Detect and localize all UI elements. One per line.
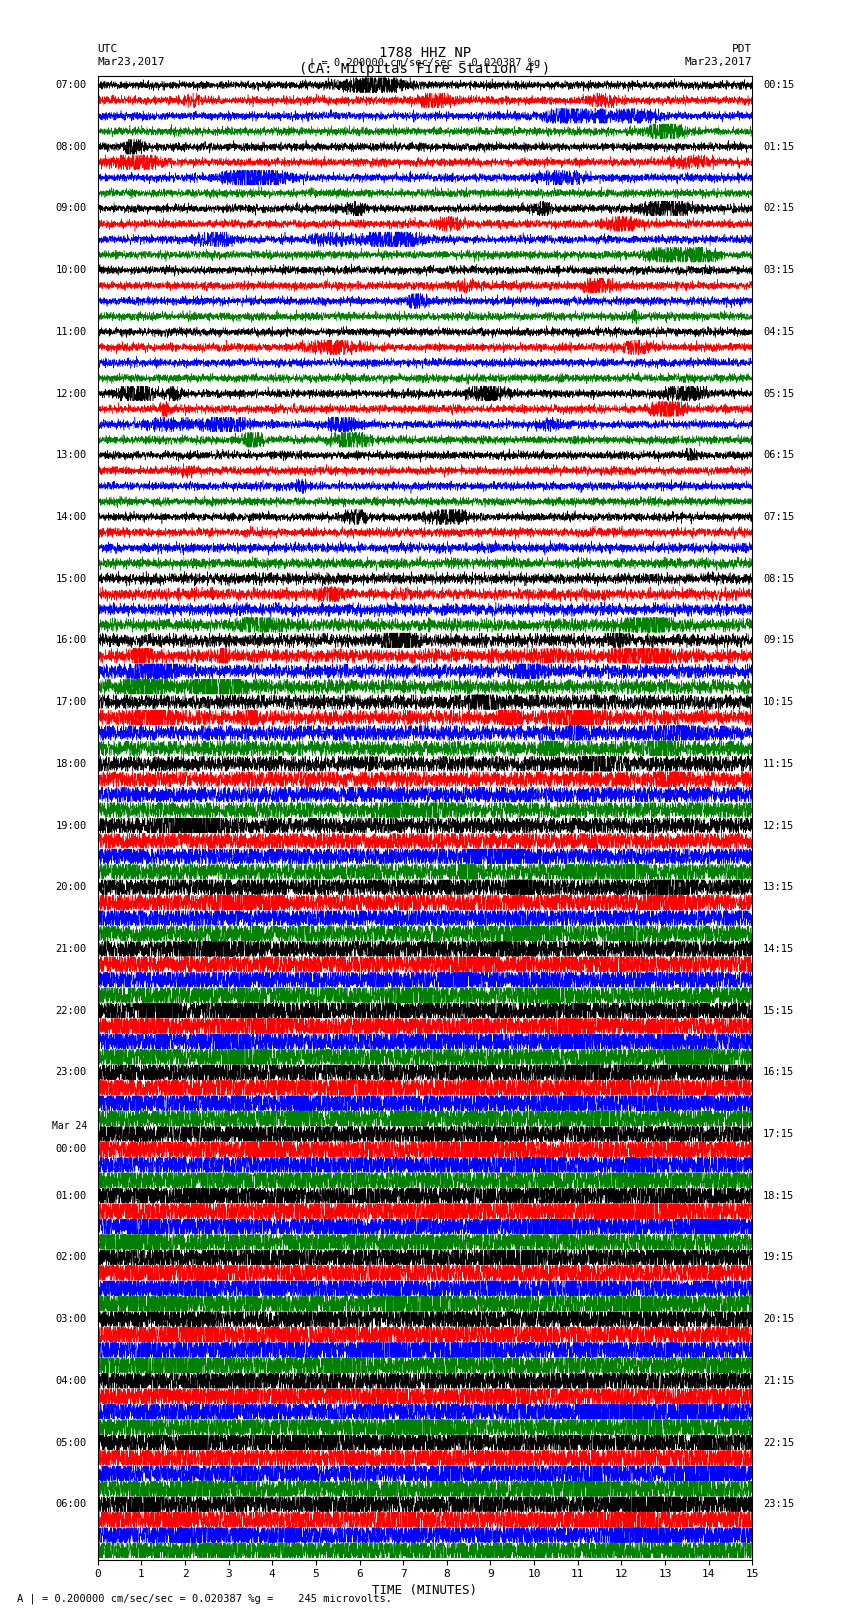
Text: 20:00: 20:00 — [55, 882, 87, 892]
Text: 20:15: 20:15 — [763, 1315, 795, 1324]
Text: 10:15: 10:15 — [763, 697, 795, 706]
Text: 06:15: 06:15 — [763, 450, 795, 460]
Text: 17:15: 17:15 — [763, 1129, 795, 1139]
Text: 18:15: 18:15 — [763, 1190, 795, 1200]
Text: 04:15: 04:15 — [763, 327, 795, 337]
Text: 03:00: 03:00 — [55, 1315, 87, 1324]
Text: 22:15: 22:15 — [763, 1437, 795, 1447]
Text: 22:00: 22:00 — [55, 1005, 87, 1016]
Text: 05:15: 05:15 — [763, 389, 795, 398]
Text: 21:15: 21:15 — [763, 1376, 795, 1386]
Text: 09:15: 09:15 — [763, 636, 795, 645]
Text: 11:00: 11:00 — [55, 327, 87, 337]
Text: 13:15: 13:15 — [763, 882, 795, 892]
Text: 08:00: 08:00 — [55, 142, 87, 152]
Text: 12:15: 12:15 — [763, 821, 795, 831]
Text: 07:15: 07:15 — [763, 511, 795, 523]
Text: 07:00: 07:00 — [55, 81, 87, 90]
Text: 04:00: 04:00 — [55, 1376, 87, 1386]
Text: 16:00: 16:00 — [55, 636, 87, 645]
Text: 05:00: 05:00 — [55, 1437, 87, 1447]
Text: 14:15: 14:15 — [763, 944, 795, 953]
Text: 23:15: 23:15 — [763, 1498, 795, 1510]
Text: 02:00: 02:00 — [55, 1252, 87, 1263]
Text: 14:00: 14:00 — [55, 511, 87, 523]
Text: 10:00: 10:00 — [55, 265, 87, 276]
Text: Mar 24: Mar 24 — [52, 1121, 87, 1131]
Text: 01:15: 01:15 — [763, 142, 795, 152]
Text: 13:00: 13:00 — [55, 450, 87, 460]
Text: Mar23,2017: Mar23,2017 — [98, 56, 165, 66]
Text: 08:15: 08:15 — [763, 574, 795, 584]
Text: 03:15: 03:15 — [763, 265, 795, 276]
Text: A | = 0.200000 cm/sec/sec = 0.020387 %g =    245 microvolts.: A | = 0.200000 cm/sec/sec = 0.020387 %g … — [17, 1594, 392, 1605]
Text: 01:00: 01:00 — [55, 1190, 87, 1200]
Text: PDT: PDT — [732, 44, 752, 53]
Text: | = 0.200000 cm/sec/sec = 0.020387 %g: | = 0.200000 cm/sec/sec = 0.020387 %g — [309, 58, 541, 68]
Text: Mar23,2017: Mar23,2017 — [685, 56, 752, 66]
Text: 00:00: 00:00 — [55, 1145, 87, 1155]
Text: UTC: UTC — [98, 44, 118, 53]
Text: 15:00: 15:00 — [55, 574, 87, 584]
Text: 12:00: 12:00 — [55, 389, 87, 398]
Text: 16:15: 16:15 — [763, 1068, 795, 1077]
Text: 11:15: 11:15 — [763, 758, 795, 769]
Text: 18:00: 18:00 — [55, 758, 87, 769]
Text: 02:15: 02:15 — [763, 203, 795, 213]
Text: 19:15: 19:15 — [763, 1252, 795, 1263]
Text: 17:00: 17:00 — [55, 697, 87, 706]
Text: 23:00: 23:00 — [55, 1068, 87, 1077]
X-axis label: TIME (MINUTES): TIME (MINUTES) — [372, 1584, 478, 1597]
Text: 06:00: 06:00 — [55, 1498, 87, 1510]
Text: 15:15: 15:15 — [763, 1005, 795, 1016]
Title: 1788 HHZ NP
(CA: Milpitas Fire Station 4 ): 1788 HHZ NP (CA: Milpitas Fire Station 4… — [299, 45, 551, 76]
Text: 09:00: 09:00 — [55, 203, 87, 213]
Text: 19:00: 19:00 — [55, 821, 87, 831]
Text: 00:15: 00:15 — [763, 81, 795, 90]
Text: 21:00: 21:00 — [55, 944, 87, 953]
